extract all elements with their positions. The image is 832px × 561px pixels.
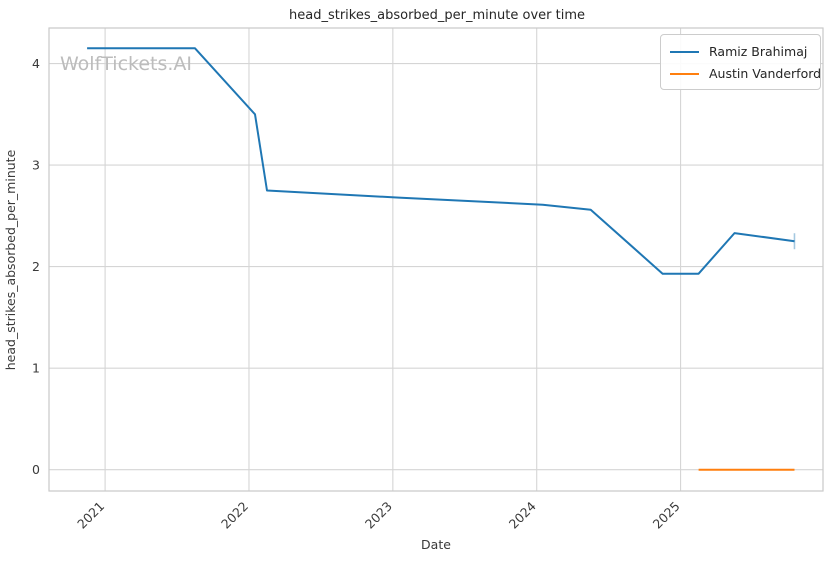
chart-title: head_strikes_absorbed_per_minute over ti… bbox=[289, 8, 585, 23]
legend-label: Austin Vanderford bbox=[709, 66, 822, 81]
plot-border bbox=[48, 27, 824, 492]
x-tick-labels: 2021 2022 2023 2024 2025 bbox=[74, 498, 683, 531]
y-axis-label: head_strikes_absorbed_per_minute bbox=[3, 149, 18, 370]
legend-line-swatch bbox=[670, 50, 699, 53]
y-tick-label: 0 bbox=[32, 462, 40, 477]
plot-background bbox=[49, 28, 823, 491]
series-line-0 bbox=[87, 47, 795, 275]
legend-entry-ramiz-brahimaj: Ramiz Brahimaj bbox=[670, 42, 811, 61]
x-tick-label: 2025 bbox=[650, 499, 683, 532]
legend-line-swatch bbox=[670, 72, 699, 75]
y-tick-label: 3 bbox=[32, 158, 40, 173]
legend-entry-austin-vanderford: Austin Vanderford bbox=[670, 64, 821, 83]
legend: Ramiz Brahimaj Austin Vanderford bbox=[660, 34, 821, 90]
x-tick-label: 2023 bbox=[362, 499, 395, 532]
y-tick-label: 1 bbox=[32, 361, 40, 376]
series-lines bbox=[87, 47, 796, 471]
y-tick-labels: 0 1 2 3 4 bbox=[32, 56, 40, 477]
x-tick-label: 2021 bbox=[74, 499, 107, 532]
y-tick-label: 2 bbox=[32, 259, 40, 274]
x-axis-label: Date bbox=[421, 537, 451, 552]
y-tick-label: 4 bbox=[32, 56, 40, 71]
legend-label: Ramiz Brahimaj bbox=[709, 44, 808, 59]
x-tick-label: 2022 bbox=[218, 499, 251, 532]
x-tick-label: 2024 bbox=[506, 498, 539, 531]
watermark: WolfTickets.AI bbox=[60, 53, 192, 75]
